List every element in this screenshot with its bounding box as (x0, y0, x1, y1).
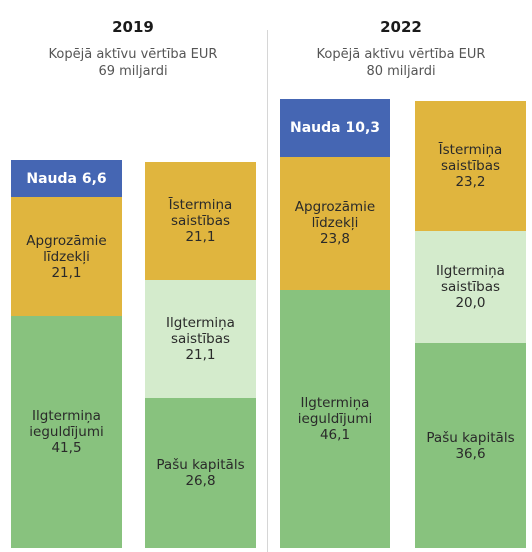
bar-segment-short-term-liabilities: Īstermiņa saistības 23,2 (415, 101, 526, 232)
segment-label: ieguldījumi (297, 410, 373, 427)
segment-value: 36,6 (455, 445, 486, 462)
bar-segment-long-term-investments: Ilgtermiņa ieguldījumi 41,5 (11, 315, 122, 548)
segment-label: Ilgtermiņa (166, 314, 235, 331)
segment-label: saistības (440, 279, 500, 296)
bar-segment-long-term-liabilities: Ilgtermiņa saistības 20,0 (415, 231, 526, 344)
segment-value: 23,2 (455, 174, 486, 191)
liabilities-column: Pašu kapitāls 26,8 Ilgtermiņa saistības 21,1… (145, 161, 256, 548)
segment-label: Ilgtermiņa (436, 263, 505, 280)
bar-segment-cash: Nauda 6,6 (11, 160, 122, 198)
segment-value: 21,1 (51, 264, 82, 281)
segment-label: saistības (170, 212, 230, 229)
bar-segment-equity: Pašu kapitāls 26,8 (145, 397, 256, 548)
segment-label: līdzekļi (311, 215, 359, 232)
bar-segment-current-assets: Apgrozāmie līdzekļi 23,8 (280, 156, 390, 290)
segment-label: Nauda 6,6 (26, 170, 107, 187)
bar-segment-cash: Nauda 10,3 (280, 98, 390, 157)
assets-column: Ilgtermiņa ieguldījumi 41,5 Apgrozāmie līdze… (11, 160, 122, 548)
bar-segment-equity: Pašu kapitāls 36,6 (415, 343, 526, 548)
segment-value: 20,0 (455, 295, 486, 312)
segment-label: Īstermiņa (438, 142, 503, 159)
segment-value: 21,1 (185, 228, 216, 245)
bar-segment-current-assets: Apgrozāmie līdzekļi 21,1 (11, 197, 122, 316)
subtitle-line: Kopējā aktīvu vērtība EUR (48, 47, 218, 62)
segment-label: līdzekļi (43, 248, 90, 265)
subtitle-line: Kopējā aktīvu vērtība EUR (316, 47, 486, 62)
segment-label: Īstermiņa (168, 196, 233, 213)
assets-column: Ilgtermiņa ieguldījumi 46,1 Apgrozāmie līdze… (280, 98, 390, 548)
subtitle-line: 80 miljardi (366, 64, 436, 79)
segment-label: Ilgtermiņa (300, 394, 370, 411)
liabilities-column: Pašu kapitāls 36,6 Ilgtermiņa saistības 20,0… (415, 101, 526, 548)
chart-title: 2019 (112, 18, 154, 36)
chart-title: 2022 (380, 18, 422, 36)
segment-label: Ilgtermiņa (32, 407, 101, 424)
chart-subtitle: Kopējā aktīvu vērtība EUR 80 miljardi (270, 46, 532, 80)
segment-value: 26,8 (185, 472, 216, 489)
segment-value: 46,1 (319, 426, 351, 443)
bar-segment-short-term-liabilities: Īstermiņa saistības 21,1 (145, 161, 256, 280)
bar-segment-long-term-liabilities: Ilgtermiņa saistības 21,1 (145, 279, 256, 398)
chart-subtitle: Kopējā aktīvu vērtība EUR 69 miljardi (0, 46, 266, 80)
segment-label: Apgrozāmie (294, 199, 376, 216)
bar-segment-long-term-investments: Ilgtermiņa ieguldījumi 46,1 (280, 289, 390, 548)
segment-value: 23,8 (319, 231, 351, 248)
segment-label: Pašu kapitāls (156, 456, 245, 473)
subtitle-line: 69 miljardi (98, 64, 168, 79)
segment-label: saistības (170, 330, 230, 347)
segment-label: Apgrozāmie (26, 232, 107, 249)
panel-divider (267, 30, 268, 552)
chart-panel-2022: 2022 Kopējā aktīvu vērtība EUR 80 miljar… (270, 0, 532, 552)
segment-label: Nauda 10,3 (289, 119, 380, 136)
segment-label: Pašu kapitāls (426, 429, 515, 446)
segment-label: ieguldījumi (29, 423, 104, 440)
segment-value: 41,5 (51, 439, 82, 456)
segment-value: 21,1 (185, 346, 216, 363)
segment-label: saistības (440, 158, 500, 175)
chart-panel-2019: 2019 Kopējā aktīvu vērtība EUR 69 miljar… (0, 18, 266, 548)
